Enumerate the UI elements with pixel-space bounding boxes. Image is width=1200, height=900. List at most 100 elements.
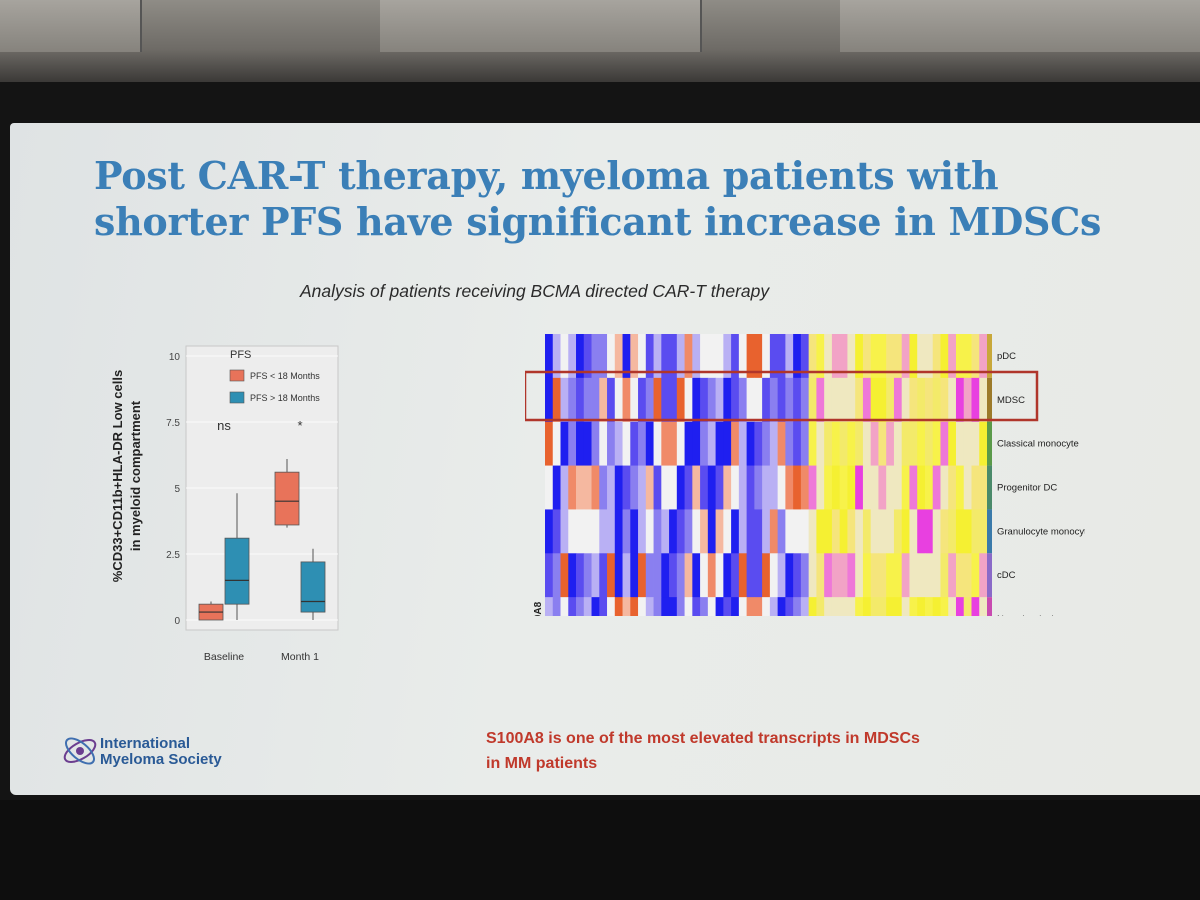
- heatmap-cell: [762, 509, 771, 554]
- heatmap-cell: [785, 465, 794, 510]
- heatmap-cell: [847, 553, 856, 598]
- heatmap-cell: [917, 377, 926, 423]
- heatmap-cell: [707, 553, 716, 598]
- row-group-bar: [987, 597, 992, 616]
- heatmap-cell: [700, 553, 709, 598]
- heatmap-cell: [762, 465, 771, 510]
- legend-label: PFS > 18 Months: [250, 393, 320, 403]
- heatmap-cell: [963, 421, 972, 466]
- row-group-bar: [987, 421, 992, 466]
- heatmap-cell: [870, 377, 879, 423]
- heatmap-cell: [831, 334, 841, 379]
- heatmap-cell: [614, 597, 623, 616]
- heatmap-cell: [568, 553, 577, 598]
- row-label: Non-classical monocyte: [997, 614, 1085, 616]
- heatmap-cell: [878, 597, 887, 616]
- heatmap-cell: [777, 597, 786, 616]
- heatmap-cell: [715, 421, 724, 466]
- heatmap-cell: [661, 509, 670, 554]
- heatmap-cell: [731, 509, 740, 554]
- heatmap-cell: [754, 553, 763, 598]
- heatmap-cell: [607, 465, 616, 510]
- heatmap-cell: [769, 553, 779, 598]
- heatmap-cell: [591, 421, 600, 466]
- heatmap-cell: [932, 509, 941, 554]
- heatmap-cell: [793, 334, 802, 379]
- heatmap-cell: [746, 421, 755, 466]
- slide: Post CAR-T therapy, myeloma patients wit…: [10, 123, 1200, 795]
- y-tick-label: 0: [174, 616, 180, 627]
- heatmap-cell: [545, 334, 554, 379]
- heatmap-cell: [676, 465, 685, 510]
- heatmap-cell: [723, 465, 732, 510]
- heatmap-cell: [824, 597, 833, 616]
- heatmap-cell: [746, 377, 755, 423]
- heatmap-cell: [816, 597, 825, 616]
- heatmap-cell: [599, 597, 608, 616]
- legend-label: PFS < 18 Months: [250, 371, 320, 381]
- heatmap-cell: [793, 465, 802, 510]
- heatmap-cell: [901, 465, 910, 510]
- heatmap-cell: [870, 465, 879, 510]
- heatmap-cell: [560, 377, 569, 423]
- y-tick-label: 7.5: [166, 418, 180, 429]
- heatmap-cell: [924, 465, 934, 510]
- heatmap-cell: [599, 377, 608, 423]
- heatmap-cell: [800, 509, 810, 554]
- heatmap-cell: [917, 509, 926, 554]
- row-label: cDC: [997, 570, 1016, 581]
- heatmap-cell: [924, 421, 934, 466]
- stage-bottom: [0, 800, 1200, 900]
- heatmap-cell: [731, 553, 740, 598]
- heatmap-cell: [847, 334, 856, 379]
- heatmap-cell: [692, 334, 701, 379]
- highlighted-gene-label: S100A8: [533, 601, 544, 616]
- heatmap-cell: [645, 553, 654, 598]
- heatmap-cell: [785, 334, 794, 379]
- heatmap-cell: [909, 377, 918, 423]
- heatmap-cell: [785, 509, 794, 554]
- heatmap-cell: [653, 421, 662, 466]
- heatmap-cell: [793, 421, 802, 466]
- heatmap-cell: [816, 377, 825, 423]
- heatmap-cell: [847, 421, 856, 466]
- heatmap-cell: [940, 509, 949, 554]
- heatmap-cell: [692, 421, 701, 466]
- significance-label: *: [297, 418, 302, 433]
- heatmap-cell: [909, 597, 918, 616]
- heatmap-cell: [870, 553, 879, 598]
- heatmap-cell: [707, 377, 716, 423]
- heatmap-cell: [723, 597, 732, 616]
- heatmap-cell: [777, 334, 786, 379]
- heatmap-cell: [917, 465, 926, 510]
- heatmap-cell: [769, 334, 779, 379]
- heatmap-cell: [862, 553, 872, 598]
- heatmap-cell: [715, 597, 724, 616]
- heatmap-cell: [909, 509, 918, 554]
- heatmap-cell: [824, 377, 833, 423]
- heatmap-cell: [591, 377, 600, 423]
- heatmap-cell: [614, 334, 623, 379]
- heatmap-cell: [738, 377, 748, 423]
- heatmap-cell: [762, 377, 771, 423]
- heatmap-cell: [870, 509, 879, 554]
- heatmap-cell: [893, 509, 903, 554]
- heatmap-cell: [746, 597, 755, 616]
- heatmap-cell: [816, 509, 825, 554]
- heatmap-cell: [622, 553, 631, 598]
- heatmap-cell: [800, 334, 810, 379]
- heatmap-cell: [607, 553, 616, 598]
- heatmap-cell: [831, 597, 841, 616]
- heatmap-cell: [855, 553, 864, 598]
- heatmap-cell: [940, 597, 949, 616]
- heatmap-cell: [630, 509, 639, 554]
- heatmap-cell: [800, 377, 810, 423]
- heatmap-cell: [545, 553, 554, 598]
- heatmap-cell: [979, 334, 988, 379]
- heatmap-cell: [979, 553, 988, 598]
- ceiling: [0, 0, 1200, 82]
- heatmap-cell: [948, 334, 957, 379]
- heatmap-cell: [839, 334, 848, 379]
- heatmap-cell: [769, 377, 779, 423]
- heatmap-cell: [878, 334, 887, 379]
